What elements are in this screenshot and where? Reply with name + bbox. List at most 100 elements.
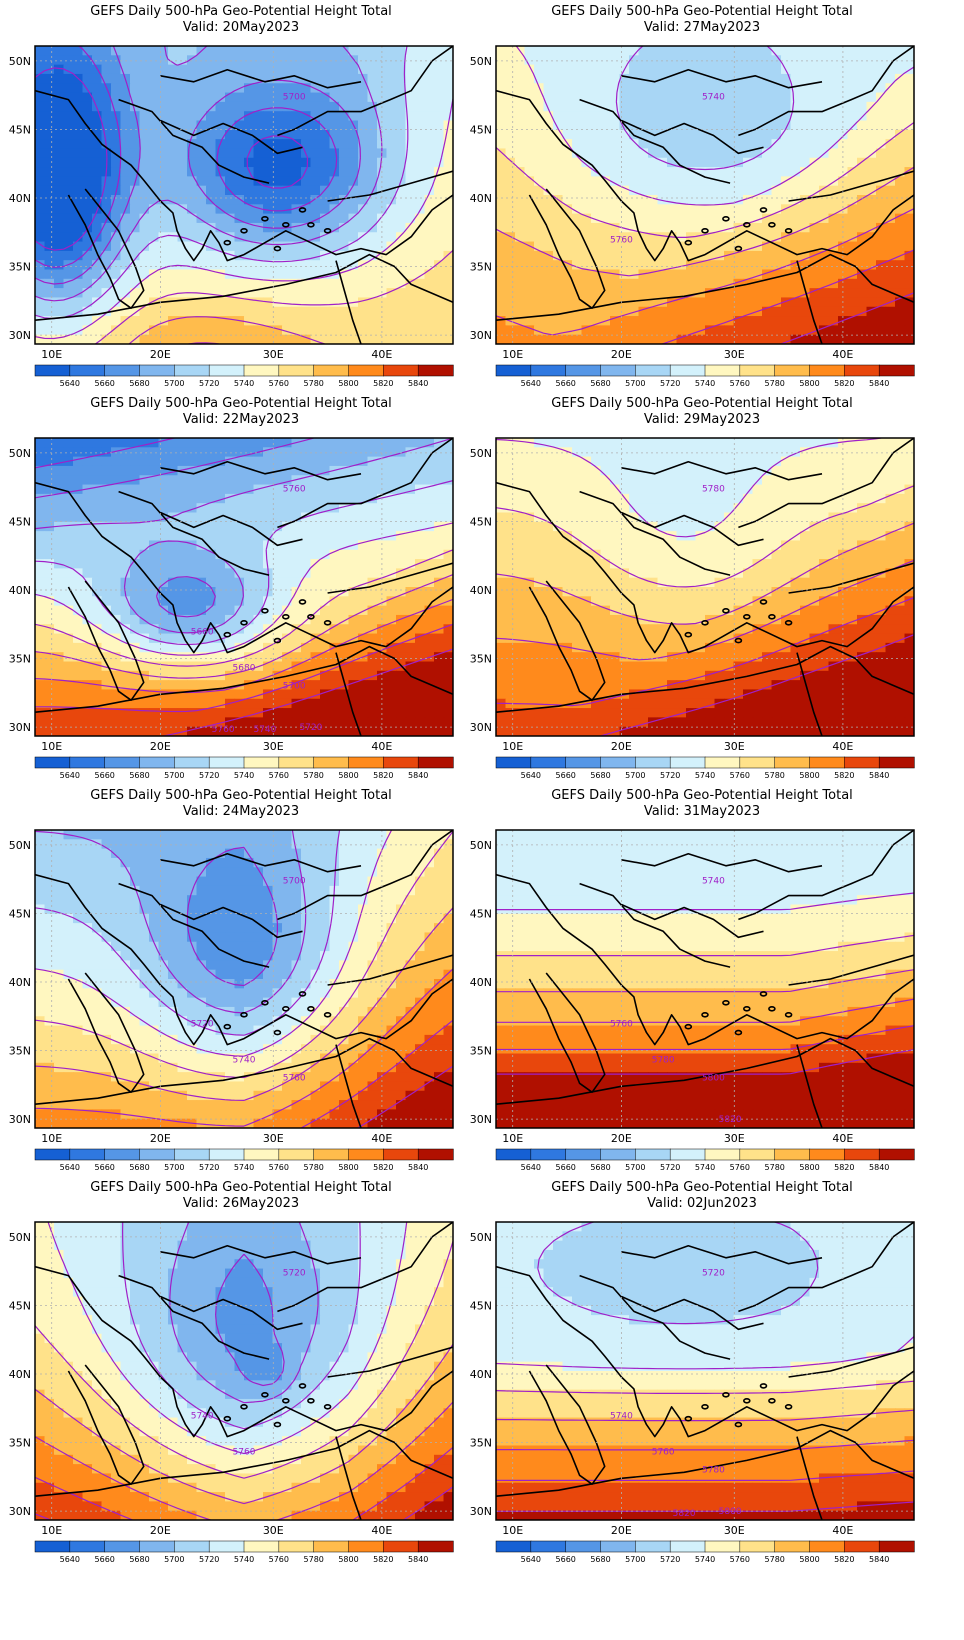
map-svg: 50N 45N 40N 35N 30N 10E 20E 30E 40E 5720 5740 5760 5… (470, 1221, 915, 1564)
lat-tick-label: 30N (9, 329, 31, 342)
colorbar-swatch (809, 1148, 845, 1161)
colorbar-swatch (565, 1540, 602, 1553)
map-frame (34, 829, 454, 1129)
colorbar-swatch (739, 1540, 776, 1553)
height-field-fill (35, 438, 453, 736)
colorbar-label: 5680 (129, 1555, 149, 1564)
colorbar-label: 5660 (556, 771, 576, 780)
colorbar-label: 5660 (95, 1555, 115, 1564)
colorbar-label: 5740 (695, 1163, 715, 1172)
lon-tick-label: 20E (150, 740, 171, 753)
colorbar-label: 5760 (730, 1555, 750, 1564)
colorbar-label: 5840 (408, 1555, 428, 1564)
coastlines (496, 46, 914, 344)
colorbar-swatch (278, 1540, 315, 1553)
height-field-fill (496, 830, 914, 1128)
panel-title: GEFS Daily 500-hPa Geo-Potential Height … (551, 1180, 853, 1195)
panel-title: GEFS Daily 500-hPa Geo-Potential Height … (551, 396, 853, 411)
colorbar-swatch (844, 364, 880, 377)
colorbar-swatch (600, 1148, 636, 1161)
colorbar-label: 5740 (234, 1555, 254, 1564)
contour-label: 5720 (283, 1269, 306, 1279)
colorbar-swatch (704, 1540, 741, 1553)
colorbar-swatch (313, 1540, 350, 1553)
colorbar-swatch (417, 1540, 454, 1553)
colorbar-label: 5760 (269, 771, 289, 780)
colorbar-swatch (208, 1540, 245, 1553)
map-frame (495, 437, 915, 737)
colorbar-label: 5780 (765, 1163, 785, 1172)
lat-tick-label: 35N (470, 653, 492, 666)
coastlines (496, 1222, 914, 1520)
panel-title: GEFS Daily 500-hPa Geo-Potential Height … (90, 4, 392, 19)
colorbar-swatch (809, 1540, 845, 1553)
colorbar-label: 5660 (556, 379, 576, 388)
lon-tick-label: 40E (832, 1524, 853, 1537)
map-svg: 50N 45N 40N 35N 30N 10E 20E 30E 40E 5760 5660 5680 5… (9, 437, 454, 780)
lon-tick-label: 10E (41, 1132, 62, 1145)
colorbar-swatch (348, 1540, 384, 1553)
map-panel: GEFS Daily 500-hPa Geo-Potential Height … (0, 1176, 482, 1586)
colorbar-swatch (600, 1540, 636, 1553)
colorbar-label: 5820 (373, 771, 393, 780)
colorbar-swatch (313, 364, 350, 377)
lon-tick-label: 30E (724, 740, 745, 753)
colorbar-swatch (383, 756, 419, 769)
lon-tick-label: 30E (724, 1132, 745, 1145)
colorbar-swatch (495, 364, 532, 377)
colorbar-swatch (243, 364, 280, 377)
colorbar-swatch (635, 1148, 671, 1161)
contour-label: 5800 (719, 1507, 742, 1517)
lat-tick-label: 50N (470, 1231, 492, 1244)
colorbar-label: 5720 (199, 379, 219, 388)
colorbar-label: 5680 (590, 379, 610, 388)
lat-tick-label: 45N (9, 515, 31, 528)
contour-label: 5740 (253, 725, 276, 735)
coastlines (496, 830, 914, 1128)
colorbar-swatch (635, 364, 671, 377)
colorbar-label: 5640 (60, 1163, 80, 1172)
colorbar-swatch (704, 364, 741, 377)
colorbar-label: 5740 (234, 379, 254, 388)
colorbar-swatch (530, 1148, 567, 1161)
colorbar-label: 5700 (625, 771, 645, 780)
colorbar-label: 5840 (869, 1163, 889, 1172)
contour-label: 5800 (702, 1073, 725, 1083)
colorbar-swatch (139, 364, 175, 377)
panel-valid-date: Valid: 22May2023 (182, 412, 300, 427)
colorbar-swatch (174, 1540, 210, 1553)
colorbar-swatch (383, 1148, 419, 1161)
colorbar-label: 5800 (799, 771, 819, 780)
lat-tick-label: 40N (9, 192, 31, 205)
contour-label: 5720 (191, 1020, 214, 1030)
lat-tick-label: 50N (9, 839, 31, 852)
colorbar-label: 5680 (590, 1555, 610, 1564)
lat-tick-label: 45N (470, 907, 492, 920)
lon-tick-label: 10E (502, 740, 523, 753)
colorbar-swatch (878, 1148, 915, 1161)
lat-tick-label: 35N (470, 1437, 492, 1450)
coastlines (35, 830, 453, 1128)
lat-tick-label: 50N (9, 55, 31, 68)
contour-label: 5700 (283, 681, 306, 691)
lat-tick-label: 45N (9, 123, 31, 136)
colorbar-label: 5780 (304, 771, 324, 780)
colorbar-swatch (600, 364, 636, 377)
colorbar-label: 5700 (625, 379, 645, 388)
lon-tick-label: 20E (611, 740, 632, 753)
panel-title: GEFS Daily 500-hPa Geo-Potential Height … (90, 788, 392, 803)
colorbar-swatch (530, 1540, 567, 1553)
colorbar-swatch (809, 756, 845, 769)
contour-label: 5760 (283, 485, 306, 495)
colorbar-swatch (348, 756, 384, 769)
map-frame (495, 45, 915, 345)
colorbar-label: 5720 (660, 1163, 680, 1172)
colorbar-swatch (417, 756, 454, 769)
colorbar-label: 5800 (799, 1163, 819, 1172)
colorbar-label: 5800 (338, 1163, 358, 1172)
map-panel: GEFS Daily 500-hPa Geo-Potential Height … (0, 392, 482, 802)
lat-tick-label: 30N (470, 1505, 492, 1518)
panel-valid-date: Valid: 29May2023 (643, 412, 761, 427)
colorbar-label: 5720 (660, 1555, 680, 1564)
lon-tick-label: 40E (371, 740, 392, 753)
